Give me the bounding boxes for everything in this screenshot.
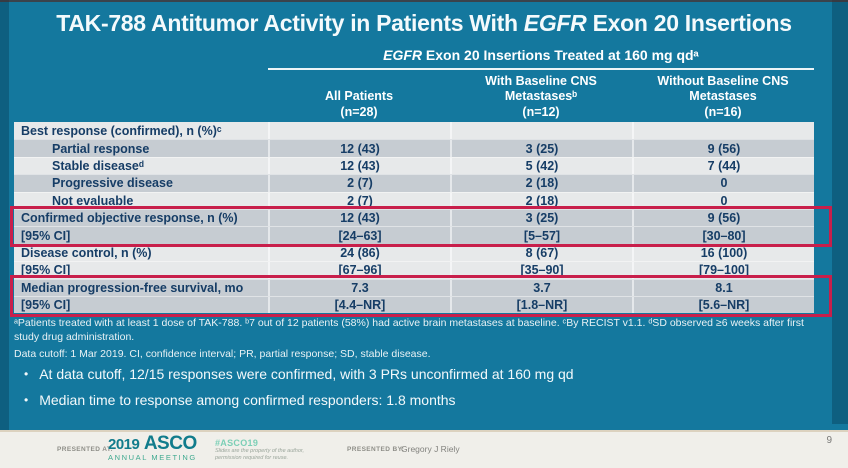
bullet-item: • At data cutoff, 12/15 responses were c… [24,366,824,383]
cell-all-patients: 12 (43) [268,157,450,175]
cell-without-cns: 8.1 [632,279,814,296]
footnotes: ᵃPatients treated with at least 1 dose o… [14,317,826,362]
cell-without-cns: 9 (56) [632,209,814,227]
cell-all-patients [268,122,450,140]
cell-all-patients: 12 (43) [268,140,450,157]
presented-at-label: PRESENTED AT: [57,446,114,453]
cell-with-cns: 2 (18) [450,175,632,192]
bullet-text: Median time to response among confirmed … [39,392,456,408]
column-header-with-cns: With Baseline CNS Metastasesᵇ (n=12) [485,73,597,119]
row-label: Partial response [52,141,150,156]
cell-without-cns [632,122,814,140]
logo-subtitle: ANNUAL MEETING [108,453,197,462]
cell-without-cns: [30–80] [632,227,814,244]
logo-org: ASCO [143,433,197,454]
cell-without-cns: 0 [632,175,814,192]
cell-without-cns: 0 [632,192,814,209]
cell-with-cns: [5–57] [450,227,632,244]
cell-with-cns: 3 (25) [450,209,632,227]
row-label: Stable diseaseᵈ [52,158,144,173]
table-row-median-pfs: Median progression-free survival, mo 7.3… [14,278,814,296]
bullet-dot: • [24,393,29,407]
row-label: [95% CI] [21,298,71,313]
table-row-partial-response: Partial response 12 (43) 3 (25) 9 (56) [14,139,814,157]
bullet-list: • At data cutoff, 12/15 responses were c… [24,366,824,418]
table-row-median-pfs-ci: [95% CI] [4.4–NR] [1.8–NR] [5.6–NR] [14,295,814,314]
cell-with-cns: [35–90] [450,262,632,279]
slide-frame-right [832,0,848,424]
row-label: Confirmed objective response, n (%) [21,211,238,226]
table-row-disease-control-ci: [95% CI] [67–96] [35–90] [79–100] [14,261,814,279]
cell-all-patients: 2 (7) [268,175,450,192]
cell-with-cns: 3 (25) [450,140,632,157]
table-row-disease-control: Disease control, n (%) 24 (86) 8 (67) 16… [14,243,814,262]
cell-all-patients: 2 (7) [268,192,450,209]
hashtag-note-line1: Slides are the property of the author, [215,448,304,454]
bullet-text: At data cutoff, 12/15 responses were con… [39,366,574,382]
cell-all-patients: [24–63] [268,227,450,244]
logo-year: 2019 [108,436,140,453]
asco-annual-meeting-logo: 2019 ASCO ANNUAL MEETING [108,433,197,462]
title-post: Exon 20 Insertions [586,10,792,36]
title-pre: TAK-788 Antitumor Activity in Patients W… [56,10,524,36]
page-number: 9 [826,435,832,446]
hashtag-asco19: #ASCO19 [215,438,259,448]
row-label: [95% CI] [21,263,71,278]
cell-all-patients: 7.3 [268,279,450,296]
bullet-item: • Median time to response among confirme… [24,392,824,409]
cell-all-patients: 12 (43) [268,209,450,227]
cell-without-cns: [79–100] [632,262,814,279]
table-body: Best response (confirmed), n (%)ᶜ Partia… [14,122,814,314]
table-row-stable-disease: Stable diseaseᵈ 12 (43) 5 (42) 7 (44) [14,156,814,175]
cell-with-cns: 2 (18) [450,192,632,209]
hashtag-note-line2: permission required for reuse. [215,454,289,461]
table-row-confirmed-orr: Confirmed objective response, n (%) 12 (… [14,208,814,227]
presented-by-label: PRESENTED BY: [347,446,405,453]
footnote-data-cutoff: Data cutoff: 1 Mar 2019. CI, confidence … [14,348,431,360]
cell-all-patients: 24 (86) [268,244,450,262]
title-gene-italic: EGFR [523,10,587,36]
cell-with-cns: 3.7 [450,279,632,296]
cell-with-cns [450,122,632,140]
slide-footer: PRESENTED AT: 2019 ASCO ANNUAL MEETING #… [0,430,848,468]
cell-with-cns: 8 (67) [450,244,632,262]
cell-all-patients: [67–96] [268,262,450,279]
footnote-abcd: ᵃPatients treated with at least 1 dose o… [14,317,804,343]
spanning-header-rest: Exon 20 Insertions Treated at 160 mg qdᵃ [422,47,699,63]
table-row-best-response: Best response (confirmed), n (%)ᶜ [14,122,814,140]
table-row-confirmed-orr-ci: [95% CI] [24–63] [5–57] [30–80] [14,226,814,244]
column-header-without-cns: Without Baseline CNS Metastases (n=16) [657,73,789,119]
cell-without-cns: [5.6–NR] [632,296,814,314]
row-label: Disease control, n (%) [21,245,152,260]
row-label: Not evaluable [52,193,134,208]
table-header-rule [268,68,814,70]
row-label: Best response (confirmed), n (%)ᶜ [21,123,222,138]
table-spanning-header: EGFR Exon 20 Insertions Treated at 160 m… [268,47,814,63]
cell-all-patients: [4.4–NR] [268,296,450,314]
cell-with-cns: 5 (42) [450,157,632,175]
slide-top-edge [0,0,848,2]
spanning-header-gene-italic: EGFR [383,47,423,63]
cell-without-cns: 7 (44) [632,157,814,175]
table-column-headers: All Patients (n=28) With Baseline CNS Me… [14,71,814,121]
row-label: Progressive disease [52,176,173,191]
slide-frame-left [0,0,9,430]
hashtag-block: #ASCO19 Slides are the property of the a… [215,438,304,461]
row-label: [95% CI] [21,228,71,243]
table-row-not-evaluable: Not evaluable 2 (7) 2 (18) 0 [14,191,814,209]
slide-title: TAK-788 Antitumor Activity in Patients W… [0,4,848,42]
column-header-all-patients: All Patients (n=28) [324,89,394,119]
row-label: Median progression-free survival, mo [21,280,244,295]
bullet-dot: • [24,367,29,381]
cell-without-cns: 9 (56) [632,140,814,157]
cell-with-cns: [1.8–NR] [450,296,632,314]
cell-without-cns: 16 (100) [632,244,814,262]
presenter-name: Gregory J Riely [401,444,460,454]
table-row-progressive-disease: Progressive disease 2 (7) 2 (18) 0 [14,174,814,192]
